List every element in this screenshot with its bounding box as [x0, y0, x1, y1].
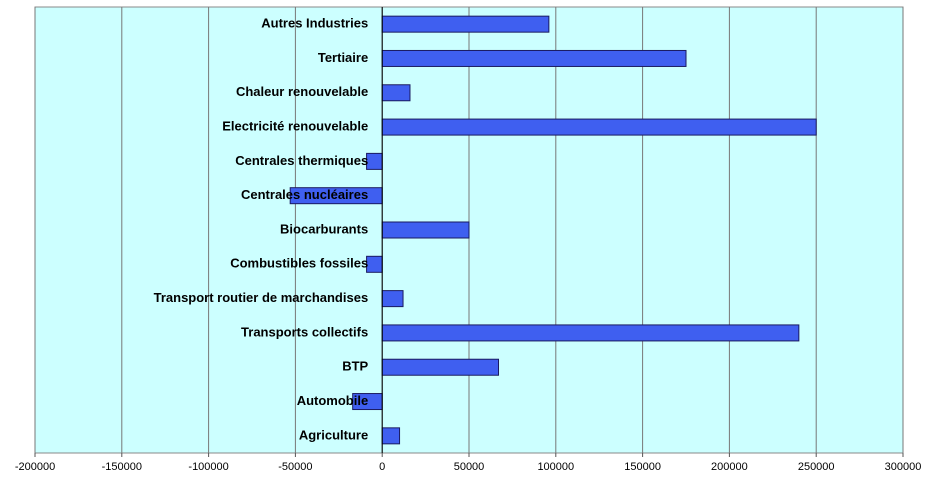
bar — [381, 324, 800, 342]
y-tick-label: BTP — [342, 359, 368, 374]
x-tick-label: 100000 — [537, 461, 574, 473]
y-tick-label: Centrales nucléaires — [241, 187, 368, 202]
y-tick-label: Automobile — [297, 393, 369, 408]
x-tick-label: 200000 — [711, 461, 748, 473]
bar — [381, 358, 500, 376]
x-tick-label: 250000 — [798, 461, 835, 473]
x-tick-label: -200000 — [15, 461, 55, 473]
y-tick-label: Autres Industries — [261, 16, 368, 31]
bar — [381, 118, 817, 136]
y-tick-label: Tertiaire — [318, 50, 368, 65]
x-tick-label: 0 — [379, 461, 385, 473]
y-tick-label: Transport routier de marchandises — [154, 290, 369, 305]
bar — [381, 427, 401, 445]
y-tick-label: Transports collectifs — [241, 324, 368, 339]
x-tick-label: 300000 — [885, 461, 922, 473]
bar — [381, 49, 687, 67]
bar — [381, 84, 411, 102]
x-tick-label: -100000 — [188, 461, 228, 473]
x-tick-label: 50000 — [454, 461, 485, 473]
x-tick-label: 150000 — [624, 461, 661, 473]
y-tick-label: Centrales thermiques — [235, 153, 368, 168]
y-tick-label: Electricité renouvelable — [222, 119, 368, 134]
x-tick-label: -50000 — [278, 461, 312, 473]
x-tick-label: -150000 — [102, 461, 142, 473]
y-tick-label: Biocarburants — [280, 221, 368, 236]
bar — [381, 221, 470, 239]
bar — [366, 152, 383, 170]
bar — [366, 255, 383, 273]
y-tick-label: Agriculture — [299, 427, 368, 442]
bar — [381, 15, 550, 33]
y-tick-label: Chaleur renouvelable — [236, 84, 368, 99]
bar — [381, 290, 404, 308]
y-tick-label: Combustibles fossiles — [230, 256, 368, 271]
